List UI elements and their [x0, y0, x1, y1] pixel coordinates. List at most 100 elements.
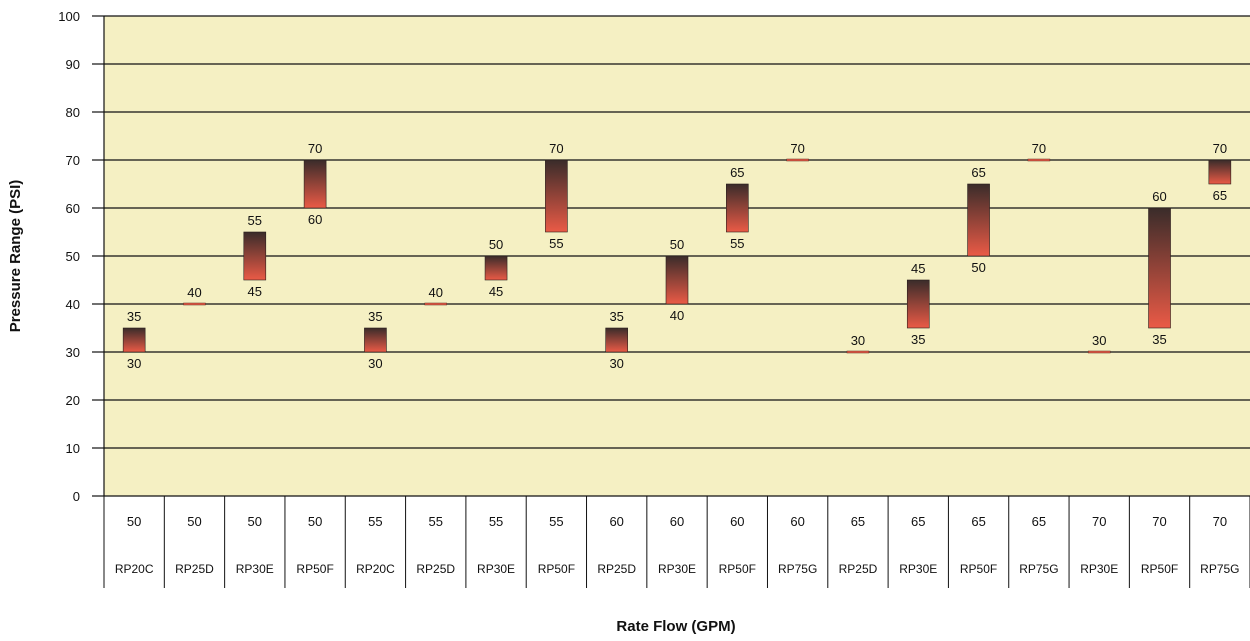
- range-bar: [364, 327, 387, 353]
- bar-high-label: 70: [308, 141, 322, 156]
- x-model-label: RP75G: [1200, 562, 1239, 576]
- y-tick-label: 70: [66, 153, 80, 168]
- y-tick-label: 0: [73, 489, 80, 504]
- bar-low-label: 30: [127, 356, 141, 371]
- x-flow-label: 65: [911, 514, 925, 529]
- x-model-label: RP30E: [899, 562, 937, 576]
- x-model-label: RP30E: [477, 562, 515, 576]
- bar-high-label: 45: [911, 261, 925, 276]
- x-model-label: RP30E: [1080, 562, 1118, 576]
- x-category-table: 50 RP20C 50 RP25D 50 RP30E 50 RP50F 55 RP20C 55 RP2…: [103, 496, 1250, 588]
- bar-high-label: 60: [1152, 189, 1166, 204]
- x-flow-label: 55: [549, 514, 563, 529]
- x-model-label: RP20C: [356, 562, 395, 576]
- x-model-label: RP30E: [658, 562, 696, 576]
- x-model-label: RP75G: [778, 562, 817, 576]
- x-flow-label: 70: [1213, 514, 1227, 529]
- x-flow-label: 50: [127, 514, 141, 529]
- bars: [122, 158, 1232, 354]
- bar-high-label: 65: [730, 165, 744, 180]
- bar-high-label: 35: [368, 309, 382, 324]
- y-tick-label: 50: [66, 249, 80, 264]
- bar-high-label: 50: [489, 237, 503, 252]
- bar-low-label: 55: [549, 236, 563, 251]
- x-model-label: RP50F: [1141, 562, 1178, 576]
- x-model-label: RP25D: [175, 562, 214, 576]
- bar-low-label: 55: [730, 236, 744, 251]
- bar-low-label: 50: [971, 260, 985, 275]
- bar-high-label: 35: [609, 309, 623, 324]
- bar-high-label: 50: [670, 237, 684, 252]
- bar-low-label: 35: [1152, 332, 1166, 347]
- x-model-label: RP30E: [236, 562, 274, 576]
- bar-value-label: 70: [1032, 141, 1046, 156]
- range-bar: [846, 350, 870, 354]
- bar-low-label: 65: [1213, 188, 1227, 203]
- x-flow-label: 65: [971, 514, 985, 529]
- bar-value-label: 30: [1092, 333, 1106, 348]
- x-model-label: RP50F: [538, 562, 575, 576]
- bar-labels: 35 30 40 55 45 70 60 35 30 40 50 45 70 55 35 30 50 40 65 55…: [127, 141, 1227, 371]
- range-bar: [243, 231, 267, 281]
- bar-low-label: 40: [670, 308, 684, 323]
- bar-value-label: 30: [851, 333, 865, 348]
- range-bar: [1027, 158, 1051, 162]
- range-bar: [303, 159, 327, 209]
- x-flow-label: 50: [248, 514, 262, 529]
- range-bar: [183, 302, 206, 306]
- x-model-label: RP75G: [1019, 562, 1058, 576]
- bar-low-label: 45: [489, 284, 503, 299]
- gridlines: [104, 15, 1250, 497]
- x-flow-label: 60: [609, 514, 623, 529]
- bar-low-label: 45: [248, 284, 262, 299]
- x-flow-label: 60: [670, 514, 684, 529]
- range-bar: [906, 279, 930, 329]
- range-bar: [665, 255, 689, 305]
- range-bar: [484, 255, 508, 281]
- bar-low-label: 35: [911, 332, 925, 347]
- range-bar: [1087, 350, 1111, 354]
- y-tick-label: 40: [66, 297, 80, 312]
- y-tick-label: 20: [66, 393, 80, 408]
- y-tick-label: 100: [58, 9, 80, 24]
- bar-high-label: 70: [1213, 141, 1227, 156]
- range-bar: [122, 327, 146, 353]
- y-tick-label: 30: [66, 345, 80, 360]
- x-model-label: RP50F: [296, 562, 333, 576]
- range-bar: [605, 327, 628, 353]
- bar-high-label: 65: [971, 165, 985, 180]
- bar-value-label: 70: [790, 141, 804, 156]
- y-tick-label: 80: [66, 105, 80, 120]
- range-bar: [1148, 207, 1171, 329]
- x-model-label: RP25D: [839, 562, 878, 576]
- x-model-label: RP50F: [960, 562, 997, 576]
- range-bar: [545, 159, 568, 233]
- y-tick-label: 60: [66, 201, 80, 216]
- x-flow-label: 70: [1092, 514, 1106, 529]
- y-tick-label: 10: [66, 441, 80, 456]
- x-flow-label: 65: [851, 514, 865, 529]
- bar-value-label: 40: [429, 285, 443, 300]
- range-bar: [786, 158, 809, 162]
- bar-high-label: 35: [127, 309, 141, 324]
- x-model-label: RP20C: [115, 562, 154, 576]
- x-flow-label: 55: [489, 514, 503, 529]
- range-bar: [967, 183, 990, 257]
- bar-low-label: 30: [609, 356, 623, 371]
- range-bar: [1208, 159, 1232, 185]
- range-bar: [726, 183, 749, 233]
- y-tick-label: 90: [66, 57, 80, 72]
- x-model-label: RP25D: [597, 562, 636, 576]
- x-flow-label: 55: [429, 514, 443, 529]
- x-flow-label: 50: [187, 514, 201, 529]
- bar-low-label: 30: [368, 356, 382, 371]
- bar-low-label: 60: [308, 212, 322, 227]
- x-flow-label: 60: [790, 514, 804, 529]
- x-model-label: RP25D: [416, 562, 455, 576]
- bar-high-label: 70: [549, 141, 563, 156]
- bar-high-label: 55: [248, 213, 262, 228]
- x-flow-label: 70: [1152, 514, 1166, 529]
- y-axis: 0 10 20 30 40 50 60 70 80 90 100: [58, 9, 105, 504]
- x-model-label: RP50F: [719, 562, 756, 576]
